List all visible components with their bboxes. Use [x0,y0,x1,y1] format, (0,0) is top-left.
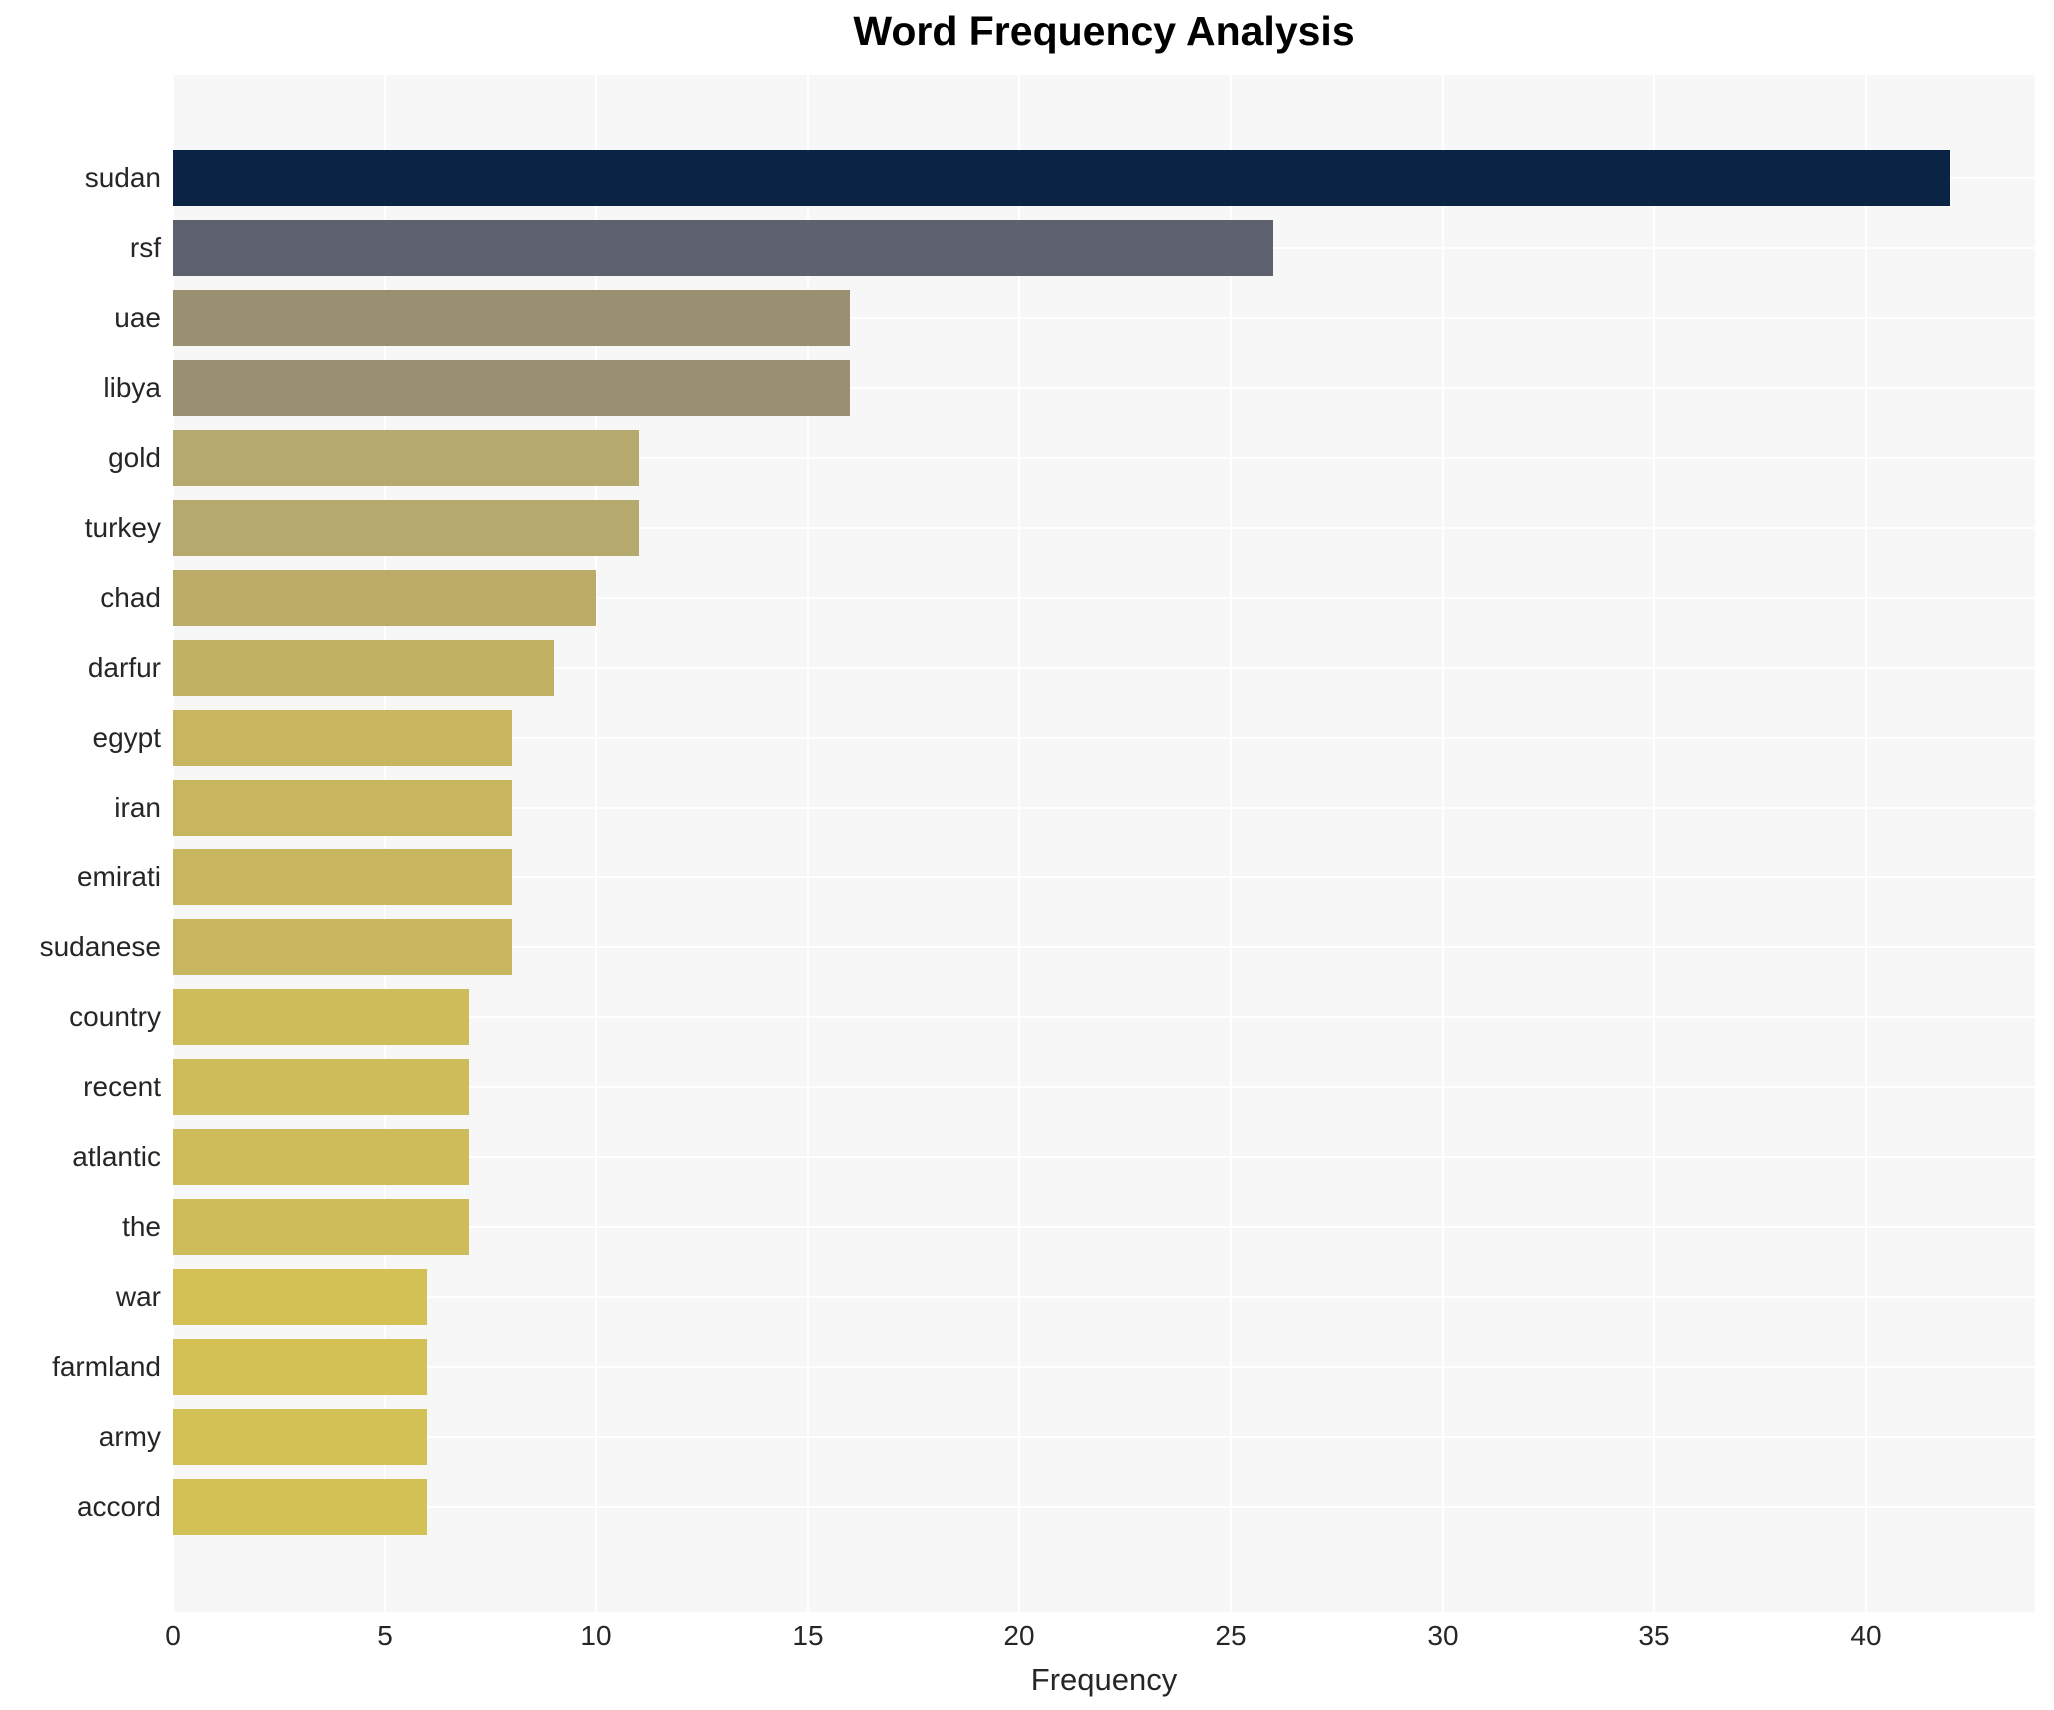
y-tick-label: sudanese [39,931,161,962]
y-tick-label: war [115,1281,161,1312]
y-tick-label: rsf [129,232,161,263]
bar-iran [173,780,512,836]
gridline-horizontal [173,526,2035,529]
y-tick-label: accord [76,1491,161,1522]
gridline-vertical [1864,75,1867,1612]
gridline-horizontal [173,806,2035,809]
gridline-vertical [1653,75,1656,1612]
gridline-horizontal [173,456,2035,459]
plot-area [172,75,2035,1612]
y-tick-label: country [69,1001,161,1032]
bar-gold [173,430,639,486]
gridline-horizontal [173,946,2035,949]
gridline-horizontal [173,596,2035,599]
bar-the [173,1199,470,1255]
x-tick-label: 25 [1215,1620,1247,1651]
gridline-horizontal [173,1016,2035,1019]
x-tick-label: 5 [377,1620,393,1651]
gridline-vertical [595,75,598,1612]
y-tick-label: chad [100,582,161,613]
bar-egypt [173,710,512,766]
y-tick-label: sudan [84,162,161,193]
y-tick-label: darfur [87,652,161,683]
bar-darfur [173,640,554,696]
gridline-horizontal [173,736,2035,739]
bar-emirati [173,849,512,905]
gridline-vertical [1229,75,1232,1612]
bar-chad [173,570,597,626]
y-tick-label: libya [103,372,161,403]
gridline-horizontal [173,1436,2035,1439]
bar-turkey [173,500,639,556]
gridline-vertical [1018,75,1021,1612]
y-tick-label: the [122,1211,161,1242]
y-tick-label: atlantic [72,1141,161,1172]
y-tick-label: uae [114,302,161,333]
bar-atlantic [173,1129,470,1185]
bar-libya [173,360,851,416]
x-tick-label: 20 [1003,1620,1035,1651]
gridline-horizontal [173,876,2035,879]
bar-war [173,1269,427,1325]
gridline-vertical [1441,75,1444,1612]
gridline-horizontal [173,666,2035,669]
gridline-horizontal [173,1156,2035,1159]
gridline-vertical [806,75,809,1612]
bar-country [173,989,470,1045]
x-tick-label: 10 [580,1620,612,1651]
y-tick-label: recent [83,1071,161,1102]
x-tick-label: 35 [1638,1620,1670,1651]
bar-rsf [173,220,1274,276]
x-axis-title: Frequency [1030,1662,1178,1697]
y-tick-label: turkey [84,512,161,543]
gridline-horizontal [173,1226,2035,1229]
gridline-horizontal [173,1086,2035,1089]
x-tick-label: 30 [1427,1620,1459,1651]
y-tick-label: gold [108,442,161,473]
bar-accord [173,1479,427,1535]
x-tick-label: 40 [1850,1620,1882,1651]
y-tick-label: farmland [52,1351,161,1382]
bar-uae [173,290,851,346]
bar-army [173,1409,427,1465]
y-tick-label: egypt [92,722,162,753]
bar-sudanese [173,919,512,975]
bar-recent [173,1059,470,1115]
bar-farmland [173,1339,427,1395]
chart-title: Word Frequency Analysis [853,8,1355,54]
gridline-horizontal [173,1296,2035,1299]
bar-sudan [173,150,1951,206]
gridline-horizontal [173,1366,2035,1369]
x-tick-label: 0 [165,1620,181,1651]
y-tick-label: iran [114,792,161,823]
gridline-horizontal [173,386,2035,389]
gridline-horizontal [173,316,2035,319]
gridline-vertical [172,75,174,1612]
gridline-horizontal [173,1506,2035,1509]
y-tick-label: emirati [76,861,161,892]
x-tick-label: 15 [792,1620,824,1651]
gridline-vertical [383,75,386,1612]
y-tick-label: army [98,1421,161,1452]
